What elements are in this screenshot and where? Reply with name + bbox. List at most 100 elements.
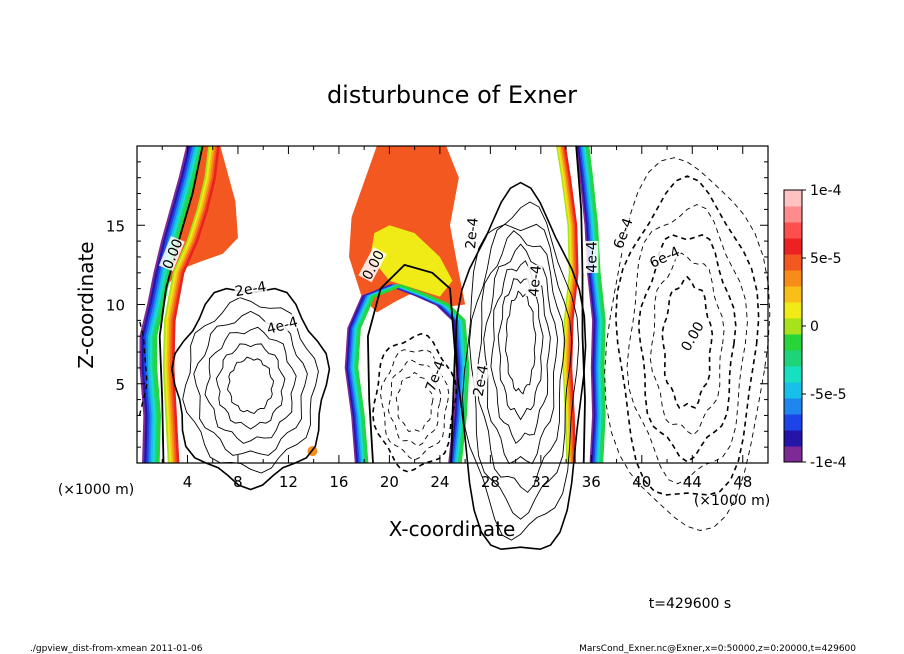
left-cold-band	[139, 145, 190, 464]
svg-text:2e-4: 2e-4	[471, 364, 492, 398]
colorbar	[783, 189, 803, 463]
contour-label: 4e-4	[525, 264, 545, 298]
x-unit-label-right: (×1000 m)	[694, 493, 770, 509]
colorbar-swatch	[784, 286, 802, 303]
contour-negative-middle	[395, 371, 434, 433]
colorbar-swatch	[784, 446, 802, 463]
colorbar-labels: 1e-4 5e-5 0 -5e-5 -1e-4	[802, 183, 847, 471]
colorbar-swatch	[784, 414, 802, 431]
contour-label: 2e-4	[462, 216, 482, 250]
right-cold-band	[582, 145, 601, 464]
left-cold-band	[141, 145, 192, 464]
x-tick-label: 40	[632, 473, 651, 491]
left-warm-band	[166, 145, 215, 464]
svg-text:4e-4: 4e-4	[584, 241, 600, 273]
x-tick-label: 48	[733, 473, 752, 491]
contour-negative-right	[626, 204, 748, 485]
colorbar-swatch	[784, 222, 802, 239]
colorbar-swatch	[784, 190, 802, 207]
x-tick-label: 12	[279, 473, 298, 491]
contour-positive-right	[497, 278, 544, 421]
contour-negative-middle	[387, 359, 442, 447]
colorbar-tick-label: -5e-5	[810, 387, 847, 403]
colorbar-tick-label: -1e-4	[810, 455, 847, 471]
contour-positive-right	[468, 223, 573, 520]
colorbar-tick-label: 5e-5	[810, 251, 841, 267]
x-tick-label: 24	[430, 473, 449, 491]
right-cold-band	[585, 145, 605, 464]
contour-label: 4e-4	[583, 240, 600, 273]
time-label: t=429600 s	[649, 596, 731, 612]
colorbar-swatch	[784, 238, 802, 255]
middle-cold-band	[355, 284, 470, 464]
colorbar-swatch	[784, 206, 802, 223]
right-warm-band	[562, 145, 578, 464]
x-unit-label-left: (×1000 m)	[58, 482, 134, 498]
contour-negative-right	[614, 175, 760, 496]
right-warm-band	[559, 145, 575, 464]
contour-positive-left	[182, 297, 319, 474]
left-warm-band	[170, 145, 218, 464]
contour-positive-right	[462, 201, 580, 541]
contour-label: 7e-4	[421, 358, 449, 394]
colorbar-swatch	[784, 254, 802, 271]
svg-text:6e-4: 6e-4	[611, 216, 637, 251]
contour-zero-middle	[366, 263, 456, 464]
svg-text:7e-4: 7e-4	[423, 359, 449, 394]
right-cold-band	[583, 145, 603, 464]
colorbar-swatch	[784, 382, 802, 399]
right-cold-band	[586, 145, 606, 464]
right-cold-band	[578, 145, 598, 464]
y-axis-ticks: 5 10 15	[106, 161, 768, 448]
colorbar-swatch	[784, 430, 802, 447]
x-tick-label: 44	[683, 473, 702, 491]
x-tick-label: 32	[531, 473, 550, 491]
right-warm-band	[557, 145, 573, 464]
colorbar-swatch	[784, 334, 802, 351]
x-tick-label: 8	[233, 473, 243, 491]
left-cold-band	[145, 145, 196, 464]
contour-positive-left	[170, 287, 331, 491]
chart-title: disturbunce of Exner	[327, 81, 577, 109]
svg-text:6e-4: 6e-4	[647, 244, 682, 272]
right-cold-band	[580, 145, 600, 464]
x-tick-label: 4	[183, 473, 193, 491]
y-axis-label: Z-coordinate	[74, 241, 98, 368]
left-warm-band	[164, 145, 213, 464]
left-cold-band	[150, 145, 200, 464]
svg-text:4e-4: 4e-4	[526, 264, 545, 297]
contour-label: 4e-4	[264, 313, 300, 338]
colorbar-swatch	[784, 366, 802, 383]
contour-labels: 0.002e-44e-40.002e-44e-46e-40.002e-44e-4…	[158, 215, 708, 398]
colorbar-tick-label: 0	[810, 319, 819, 335]
x-tick-label: 36	[582, 473, 601, 491]
svg-text:2e-4: 2e-4	[463, 217, 482, 250]
contour-positive-left	[227, 356, 275, 415]
contour-positive-right	[505, 290, 537, 395]
contour-label: 6e-4	[646, 242, 683, 272]
contour-label: 2e-4	[233, 277, 268, 300]
left-cold-band	[143, 145, 194, 464]
contour-positive-left	[204, 326, 297, 444]
contour-label: 2e-4	[469, 363, 492, 398]
right-cold-band	[577, 145, 597, 464]
plot-area: 0.002e-44e-40.002e-44e-46e-40.002e-44e-4…	[106, 145, 771, 551]
colorbar-swatch	[784, 398, 802, 415]
contour-positive-left	[215, 343, 286, 430]
x-tick-label: 28	[481, 473, 500, 491]
x-axis-label: X-coordinate	[389, 517, 516, 541]
contour-positive-right	[476, 230, 566, 493]
colorbar-swatch	[784, 350, 802, 367]
y-tick-label: 15	[106, 217, 125, 235]
contour-negative-right	[661, 275, 714, 409]
footer-left: ./gpview_dist-from-xmean 2011-01-06	[30, 644, 203, 654]
x-tick-label: 16	[329, 473, 348, 491]
left-warm-band	[171, 145, 220, 464]
contour-label: 0.00	[677, 318, 708, 354]
colorbar-tick-label: 1e-4	[810, 183, 842, 199]
x-axis-ticks: 4 8 12 16 20 24 28 32 36 40 44 48	[161, 146, 752, 491]
footer-right: MarsCond_Exner.nc@Exner,x=0:50000,z=0:20…	[579, 644, 856, 654]
contour-negative-right	[637, 234, 737, 463]
contour-zero-left	[158, 145, 204, 464]
